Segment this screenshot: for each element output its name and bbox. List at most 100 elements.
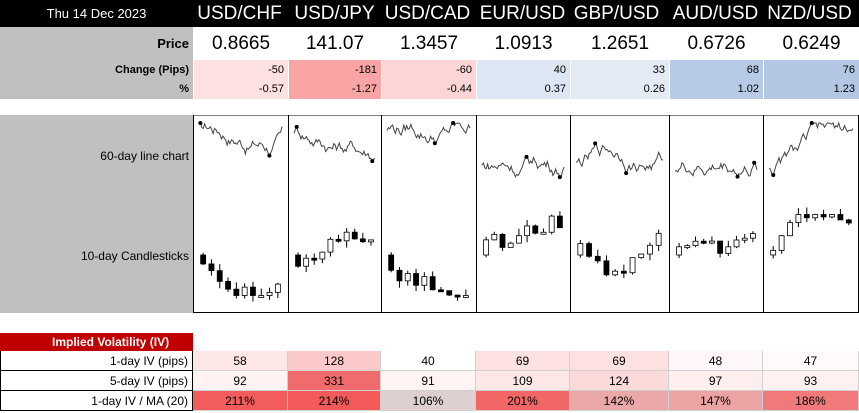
candle-body <box>335 238 342 242</box>
candle-body <box>266 291 273 296</box>
sparkline-line <box>198 121 283 157</box>
iv-row: 1-day IV / MA (20) 211% 214% 106% 201% 142% 14… <box>0 391 859 411</box>
sparkline-extreme-dot <box>593 141 598 146</box>
iv-cell: 106% <box>381 391 476 411</box>
change-cell: -60 <box>381 60 476 80</box>
candle-body <box>507 242 514 248</box>
candle-body <box>717 240 723 254</box>
sparkline-line <box>575 142 664 175</box>
iv-cell: 48 <box>669 351 763 371</box>
line-charts <box>198 121 854 180</box>
candle-body <box>787 222 793 237</box>
change-cell: 68 <box>669 60 763 80</box>
sparkline-line <box>768 121 854 176</box>
sparkline-line <box>293 125 376 163</box>
candle-body <box>557 215 563 229</box>
candle-body <box>438 289 444 293</box>
charts-label-column: 60-day line chart 10-day Candlesticks <box>0 115 193 313</box>
iv-cell: 97 <box>669 371 763 391</box>
candle-body <box>620 270 627 274</box>
iv-cell: 147% <box>669 391 763 411</box>
candlestick-label: 10-day Candlesticks <box>80 249 189 263</box>
price-cell: 1.0913 <box>476 27 570 60</box>
candle-body <box>692 240 699 247</box>
pair-header-usdjpy: USD/JPY <box>294 3 375 24</box>
iv-cell: 186% <box>763 391 859 411</box>
change-cell: 40 <box>476 60 570 80</box>
iv-cell: 91 <box>381 371 476 391</box>
candle-body <box>258 295 265 298</box>
price-cell: 0.8665 <box>193 27 288 60</box>
sparkline-extreme-dot <box>370 159 375 164</box>
sparkline-extreme-dot <box>809 121 814 125</box>
candle-body <box>700 240 707 244</box>
iv-cell: 124 <box>570 371 669 391</box>
iv-cell: 128 <box>288 351 381 371</box>
pct-row-label: % <box>0 80 193 99</box>
candle-body <box>491 233 498 241</box>
change-cell: 33 <box>570 60 669 80</box>
sparkline-extreme-dot <box>557 175 562 180</box>
price-cell: 141.07 <box>288 27 381 60</box>
pair-header-usdchf: USD/CHF <box>197 3 282 24</box>
pct-cell: 0.37 <box>476 80 570 99</box>
price-cell: 1.2651 <box>570 27 669 60</box>
candle-body <box>586 243 592 257</box>
candle-body <box>413 273 419 286</box>
candle-body <box>351 231 358 240</box>
price-cell: 0.6249 <box>763 27 859 60</box>
pair-header-nzdusd: NZD/USD <box>767 3 852 24</box>
pair-header-usdcad: USD/CAD <box>384 3 471 24</box>
price-cell: 0.6726 <box>669 27 763 60</box>
header-bar: Thu 14 Dec 2023 USD/CHF USD/JPY USD/CAD … <box>0 0 859 27</box>
iv-cell: 214% <box>288 391 381 411</box>
candle-body <box>274 283 281 293</box>
candle-body <box>446 290 453 296</box>
candle-body <box>233 288 240 296</box>
candle-body <box>216 270 223 282</box>
candle-body <box>343 231 350 242</box>
candle-body <box>499 233 506 248</box>
candle-body <box>647 244 653 255</box>
iv-row-label: 1-day IV (pips) <box>0 351 193 371</box>
sparkline-extreme-dot <box>735 174 740 179</box>
candle-body <box>311 257 318 261</box>
candle-body <box>516 235 522 244</box>
candle-body <box>225 280 231 290</box>
candle-body <box>548 215 555 233</box>
candle-body <box>709 240 715 244</box>
candle-body <box>532 225 539 234</box>
change-cell: -181 <box>288 60 381 80</box>
candle-body <box>241 286 248 296</box>
sparkline-extreme-dot <box>451 121 456 125</box>
sparkline-extreme-dot <box>294 124 299 129</box>
charts-section: 60-day line chart 10-day Candlesticks <box>0 115 859 313</box>
candle-body <box>454 294 461 298</box>
price-table: Price Change (Pips) % 0.8665 -50 -0.57 141.… <box>0 27 859 99</box>
candle-body <box>603 260 610 276</box>
sparkline-extreme-dot <box>432 141 437 146</box>
candle-body <box>778 235 785 251</box>
iv-cell: 92 <box>193 371 288 391</box>
iv-cell: 142% <box>570 391 669 411</box>
iv-cell: 69 <box>476 351 570 371</box>
candle-body <box>303 257 310 267</box>
sparkline-extreme-dot <box>267 153 272 158</box>
candle-body <box>750 233 756 239</box>
candle-body <box>483 239 490 256</box>
candle-body <box>812 214 819 219</box>
candle-body <box>594 255 601 262</box>
change-cell: 76 <box>763 60 859 80</box>
sparkline-svg <box>193 115 859 313</box>
pct-cell: -0.44 <box>381 80 476 99</box>
change-row-label: Change (Pips) <box>0 60 193 80</box>
candle-body <box>208 263 215 272</box>
pct-cell: 0.26 <box>570 80 669 99</box>
sparkline-extreme-dot <box>624 171 629 176</box>
candle-body <box>725 246 732 254</box>
candle-body <box>359 238 366 243</box>
iv-row: 5-day IV (pips) 92 331 91 109 124 97 93 <box>0 371 859 391</box>
iv-cell: 211% <box>193 391 288 411</box>
candle-body <box>327 238 334 253</box>
candle-body <box>250 286 256 296</box>
